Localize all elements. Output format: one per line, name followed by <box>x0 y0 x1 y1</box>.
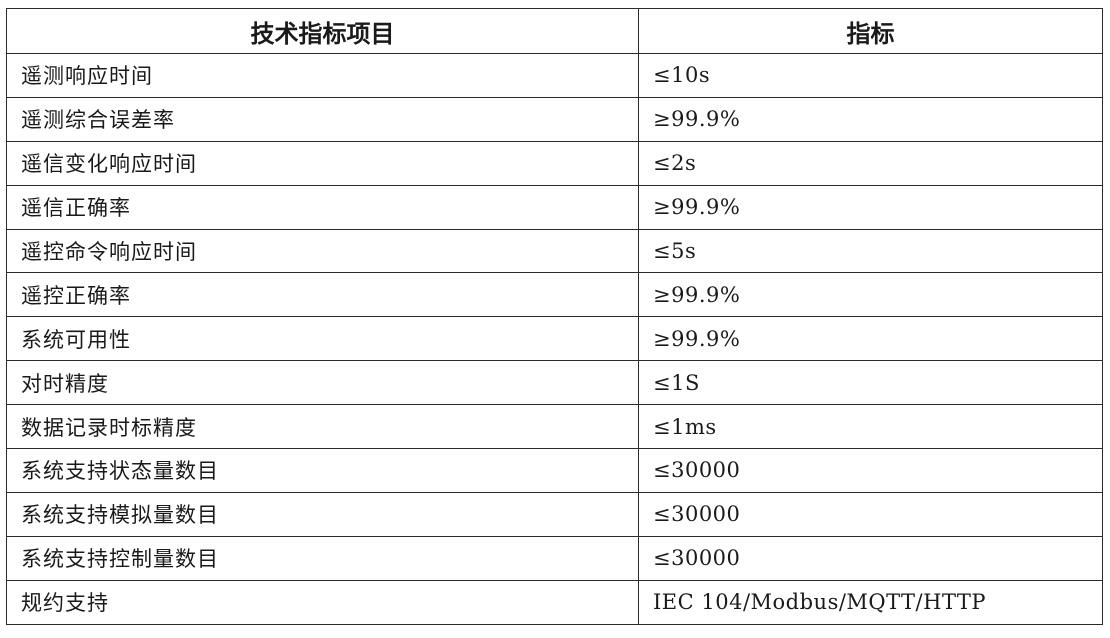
row-item: 遥测综合误差率 <box>6 96 639 142</box>
table-header-row: 技术指标项目 指标 <box>6 8 1103 54</box>
spec-table: 技术指标项目 指标 遥测响应时间 ≤10s 遥测综合误差率 ≥99.9% 遥信变… <box>6 8 1103 625</box>
row-value: ≤1S <box>638 360 1103 406</box>
row-value: ≤30000 <box>638 448 1103 493</box>
row-item: 系统可用性 <box>6 316 639 362</box>
row-item: 数据记录时标精度 <box>6 404 639 450</box>
table-row: 数据记录时标精度 ≤1ms <box>6 404 1103 450</box>
table-row: 遥控命令响应时间 ≤5s <box>6 228 1103 274</box>
row-value: ≤1ms <box>638 404 1103 450</box>
header-value: 指标 <box>638 8 1103 54</box>
table-row: 遥测响应时间 ≤10s <box>6 53 1103 98</box>
row-value: ≥99.9% <box>638 316 1103 362</box>
table-row: 遥测综合误差率 ≥99.9% <box>6 96 1103 142</box>
row-item: 遥信变化响应时间 <box>6 140 639 186</box>
row-value: ≤30000 <box>638 535 1103 581</box>
table-row: 系统支持状态量数目 ≤30000 <box>6 448 1103 493</box>
row-value: ≤2s <box>638 140 1103 186</box>
row-value: ≥99.9% <box>638 272 1103 318</box>
row-value: ≤5s <box>638 228 1103 274</box>
table-row: 系统可用性 ≥99.9% <box>6 316 1103 362</box>
table-row: 系统支持模拟量数目 ≤30000 <box>6 491 1103 537</box>
table-row: 对时精度 ≤1S <box>6 360 1103 406</box>
row-value: IEC 104/Modbus/MQTT/HTTP <box>638 579 1103 625</box>
table-row: 遥信变化响应时间 ≤2s <box>6 140 1103 186</box>
table-row: 系统支持控制量数目 ≤30000 <box>6 535 1103 581</box>
table-row: 遥控正确率 ≥99.9% <box>6 272 1103 318</box>
row-item: 系统支持模拟量数目 <box>6 491 639 537</box>
row-item: 遥信正确率 <box>6 184 639 230</box>
row-value: ≤30000 <box>638 491 1103 537</box>
row-item: 系统支持控制量数目 <box>6 535 639 581</box>
row-value: ≥99.9% <box>638 96 1103 142</box>
row-value: ≥99.9% <box>638 184 1103 230</box>
table-row: 遥信正确率 ≥99.9% <box>6 184 1103 230</box>
row-item: 遥测响应时间 <box>6 53 639 98</box>
row-item: 规约支持 <box>6 579 639 625</box>
row-item: 遥控正确率 <box>6 272 639 318</box>
row-item: 对时精度 <box>6 360 639 406</box>
row-item: 遥控命令响应时间 <box>6 228 639 274</box>
header-item: 技术指标项目 <box>6 8 639 54</box>
row-item: 系统支持状态量数目 <box>6 448 639 493</box>
row-value: ≤10s <box>638 53 1103 98</box>
table-row: 规约支持 IEC 104/Modbus/MQTT/HTTP <box>6 579 1103 625</box>
